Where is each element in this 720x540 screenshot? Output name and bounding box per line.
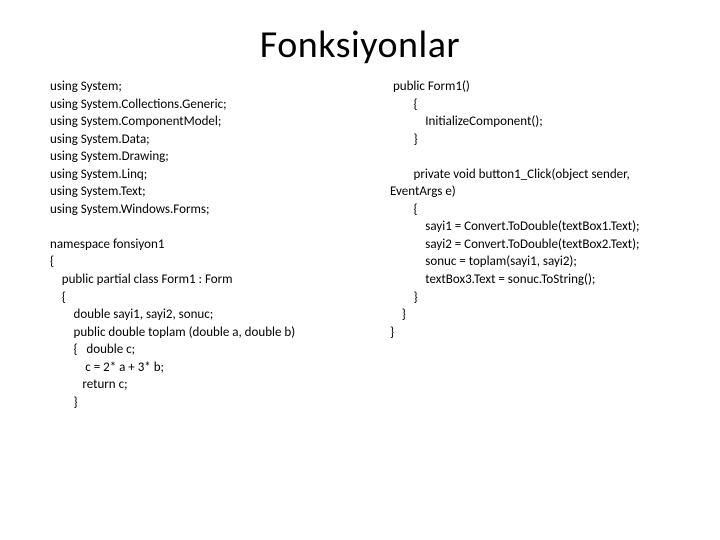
code-right-column: public Form1() { InitializeComponent(); … <box>390 78 680 411</box>
slide: Fonksiyonlar using System; using System.… <box>0 0 720 540</box>
code-left-column: using System; using System.Collections.G… <box>50 78 370 411</box>
content-columns: using System; using System.Collections.G… <box>0 78 720 411</box>
slide-title: Fonksiyonlar <box>0 0 720 78</box>
